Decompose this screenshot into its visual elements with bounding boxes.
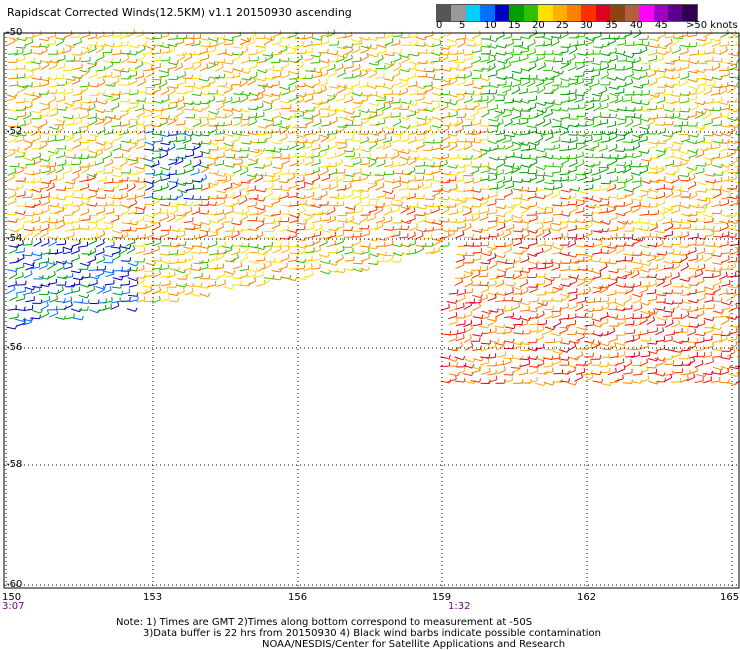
time-label-left: 3:07 (2, 601, 25, 612)
lon-label-156: 156 (288, 592, 308, 603)
legend-swatch (509, 5, 524, 21)
legend-swatch (494, 5, 510, 21)
lat-lon-grid (4, 32, 739, 588)
legend-swatch (639, 5, 654, 21)
lat-label-52: -52 (6, 126, 23, 137)
legend-label: 5 (459, 20, 466, 31)
legend-swatch (653, 5, 668, 21)
legend-swatch (595, 5, 611, 21)
lat-label-58: -58 (6, 459, 23, 470)
legend-swatch (566, 5, 582, 21)
lat-label-50: -50 (6, 27, 23, 38)
legend-label: 35 (605, 20, 618, 31)
lat-label-60: -60 (6, 579, 23, 590)
legend-label: 0 (436, 20, 443, 31)
legend-label: 25 (556, 20, 569, 31)
lon-label-165: 165 (720, 592, 740, 603)
legend-swatch (465, 5, 481, 21)
legend-label: >50 knots (686, 20, 738, 31)
note-line-2: 3)Data buffer is 22 hrs from 20150930 4)… (143, 628, 601, 639)
map-frame (3, 32, 740, 589)
legend-labels: 0 5 10 15 20 25 30 35 40 45 >50 knots (430, 20, 740, 34)
legend-swatch (581, 5, 596, 21)
lon-label-159: 159 (432, 592, 452, 603)
lat-label-54: -54 (6, 233, 23, 244)
legend-swatch (451, 5, 466, 21)
legend-swatch (437, 5, 452, 21)
legend-label: 20 (532, 20, 545, 31)
lon-label-150: 150 (2, 592, 22, 603)
legend-label: 15 (508, 20, 521, 31)
wind-barb-field (6, 28, 740, 387)
legend-label: 30 (580, 20, 593, 31)
lat-label-56: -56 (6, 342, 23, 353)
legend-swatch (480, 5, 495, 21)
legend-swatch (682, 5, 697, 21)
note-line-3: NOAA/NESDIS/Center for Satellite Applica… (262, 639, 566, 650)
lon-label-153: 153 (143, 592, 163, 603)
map-title: Rapidscat Corrected Winds(12.5KM) v1.1 2… (7, 6, 352, 19)
note-line-1: Note: 1) Times are GMT 2)Times along bot… (116, 617, 533, 628)
legend-label: 10 (484, 20, 497, 31)
legend-label: 40 (630, 20, 643, 31)
legend-swatch (538, 5, 553, 21)
legend-swatch (610, 5, 625, 21)
legend-label: 45 (655, 20, 668, 31)
legend-swatch (624, 5, 640, 21)
legend-swatch (523, 5, 539, 21)
time-label-right: 1:32 (448, 601, 471, 612)
legend-swatch (668, 5, 683, 21)
wind-speed-color-legend (436, 4, 698, 22)
legend-swatch (552, 5, 567, 21)
lon-label-162: 162 (577, 592, 597, 603)
